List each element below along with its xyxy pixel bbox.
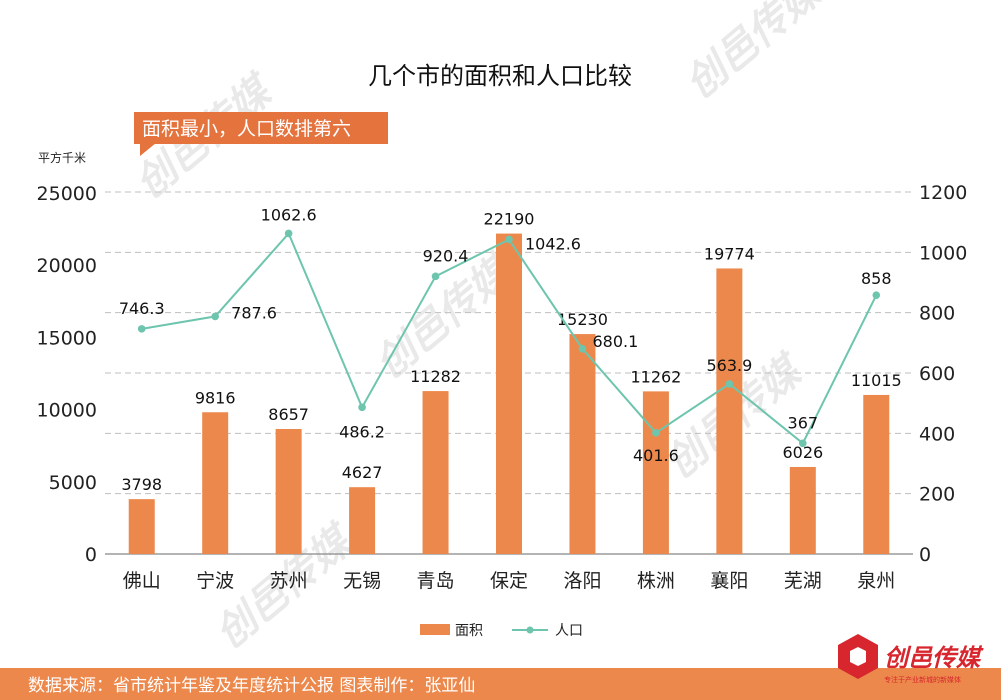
y-right-tick-label: 200 — [919, 484, 955, 506]
x-tick-label: 株洲 — [637, 570, 675, 592]
y-left-unit: 平方千米 — [38, 150, 86, 165]
population-value-label: 367 — [788, 413, 819, 432]
chart-title: 几个市的面积和人口比较 — [368, 62, 632, 90]
bar — [863, 394, 890, 554]
bar — [642, 391, 669, 554]
x-tick-label: 苏州 — [270, 570, 308, 592]
y-left-tick-label: 15000 — [37, 327, 97, 349]
x-tick-label: 宁波 — [196, 570, 234, 592]
x-tick-label: 襄阳 — [710, 570, 748, 592]
bar-labels: 3798 9816 8657 4627 11282 22190 15230 11262 1977… — [121, 210, 901, 495]
bar — [716, 268, 743, 554]
legend-bar-label: 面积 — [455, 623, 483, 639]
population-point — [725, 380, 734, 388]
callout: 面积最小，人口数排第六 — [134, 112, 388, 156]
population-value-label: 1042.6 — [525, 234, 581, 253]
bar-value-label: 9816 — [195, 388, 236, 407]
y-right-tick-label: 0 — [919, 544, 931, 566]
population-point — [284, 229, 293, 238]
population-value-label: 680.1 — [592, 332, 638, 351]
bar-value-label: 11015 — [851, 371, 902, 390]
line-series — [137, 229, 881, 448]
footer: 数据来源：省市统计年鉴及年度统计公报 图表制作：张亚仙 — [0, 668, 1001, 700]
x-tick-label: 保定 — [490, 570, 528, 592]
bar — [789, 466, 816, 554]
y-right-tick-label: 800 — [919, 303, 955, 325]
logo-inner-icon — [850, 647, 866, 666]
callout-box — [134, 112, 388, 144]
population-value-label: 401.6 — [633, 446, 679, 465]
x-tick-label: 佛山 — [123, 570, 161, 592]
legend-line-marker — [526, 626, 534, 634]
y-left-tick-label: 0 — [85, 544, 97, 566]
y-left-tick-label: 5000 — [49, 472, 97, 494]
footer-bar — [0, 668, 1001, 700]
bar-value-label: 15230 — [557, 310, 608, 329]
logo-brand-text: 创邑传媒 — [884, 644, 984, 672]
population-point — [358, 403, 366, 412]
population-point — [872, 291, 881, 299]
bar-value-label: 22190 — [484, 210, 535, 229]
population-point — [578, 345, 587, 353]
brand-logo: 创邑传媒 专注于产业新城的新媒体 — [838, 634, 984, 684]
legend-bar-swatch — [420, 624, 450, 635]
bar-value-label: 11282 — [410, 367, 461, 386]
y-left-tick-label: 10000 — [37, 400, 97, 422]
population-value-label: 563.9 — [706, 356, 752, 375]
y-right-tick-label: 600 — [919, 363, 955, 385]
y-left-tick-label: 20000 — [37, 255, 97, 277]
callout-pointer — [140, 143, 156, 156]
bar — [569, 334, 596, 554]
bar-value-label: 19774 — [704, 244, 755, 263]
population-point — [431, 272, 440, 281]
line-labels: 746.3 787.6 1062.6 486.2 920.4 1042.6 680.1 401… — [119, 205, 892, 464]
bar — [349, 487, 376, 554]
bar-value-label: 3798 — [121, 475, 162, 494]
y-right-tick-label: 1200 — [919, 182, 967, 204]
logo-slogan: 专注于产业新城的新媒体 — [884, 675, 961, 684]
bar — [202, 412, 229, 554]
callout-text: 面积最小，人口数排第六 — [142, 118, 351, 140]
y-right-tick-label: 1000 — [919, 242, 967, 264]
bar-value-label: 8657 — [268, 405, 309, 424]
legend-line-label: 人口 — [555, 623, 583, 639]
bar — [422, 391, 449, 554]
population-value-label: 858 — [861, 269, 892, 288]
population-value-label: 920.4 — [423, 246, 469, 265]
y-right-tick-label: 400 — [919, 423, 955, 445]
population-value-label: 787.6 — [231, 303, 277, 322]
population-value-label: 1062.6 — [261, 205, 317, 224]
bar-value-label: 11262 — [630, 367, 681, 386]
bar-value-label: 6026 — [782, 443, 823, 462]
watermark-text: 创邑传媒 — [677, 0, 834, 108]
footer-source: 数据来源：省市统计年鉴及年度统计公报 图表制作：张亚仙 — [28, 676, 475, 696]
x-tick-label: 芜湖 — [784, 570, 822, 592]
y-left-axis: 0 5000 10000 15000 20000 25000 — [37, 183, 97, 566]
y-left-tick-label: 25000 — [37, 183, 97, 205]
bar — [496, 233, 522, 554]
legend: 面积 人口 — [420, 623, 583, 639]
x-tick-label: 青岛 — [417, 570, 455, 592]
bar-value-label: 4627 — [342, 463, 383, 482]
population-value-label: 486.2 — [339, 422, 385, 441]
bar-series — [128, 233, 890, 554]
bar — [275, 428, 302, 554]
population-point — [211, 312, 219, 321]
population-point — [137, 325, 146, 333]
x-axis: 佛山 宁波 苏州 无锡 青岛 保定 洛阳 株洲 襄阳 芜湖 泉州 — [123, 570, 896, 592]
x-tick-label: 洛阳 — [563, 570, 601, 592]
y-right-axis: 0 200 400 600 800 1000 1200 — [919, 182, 967, 566]
x-tick-label: 泉州 — [857, 570, 895, 592]
watermark-1: 创邑传媒 — [677, 0, 834, 108]
population-point — [652, 429, 660, 437]
population-point — [505, 235, 513, 244]
x-tick-label: 无锡 — [343, 570, 381, 592]
population-point — [799, 439, 807, 448]
population-value-label: 746.3 — [119, 299, 165, 318]
bar — [128, 499, 155, 554]
